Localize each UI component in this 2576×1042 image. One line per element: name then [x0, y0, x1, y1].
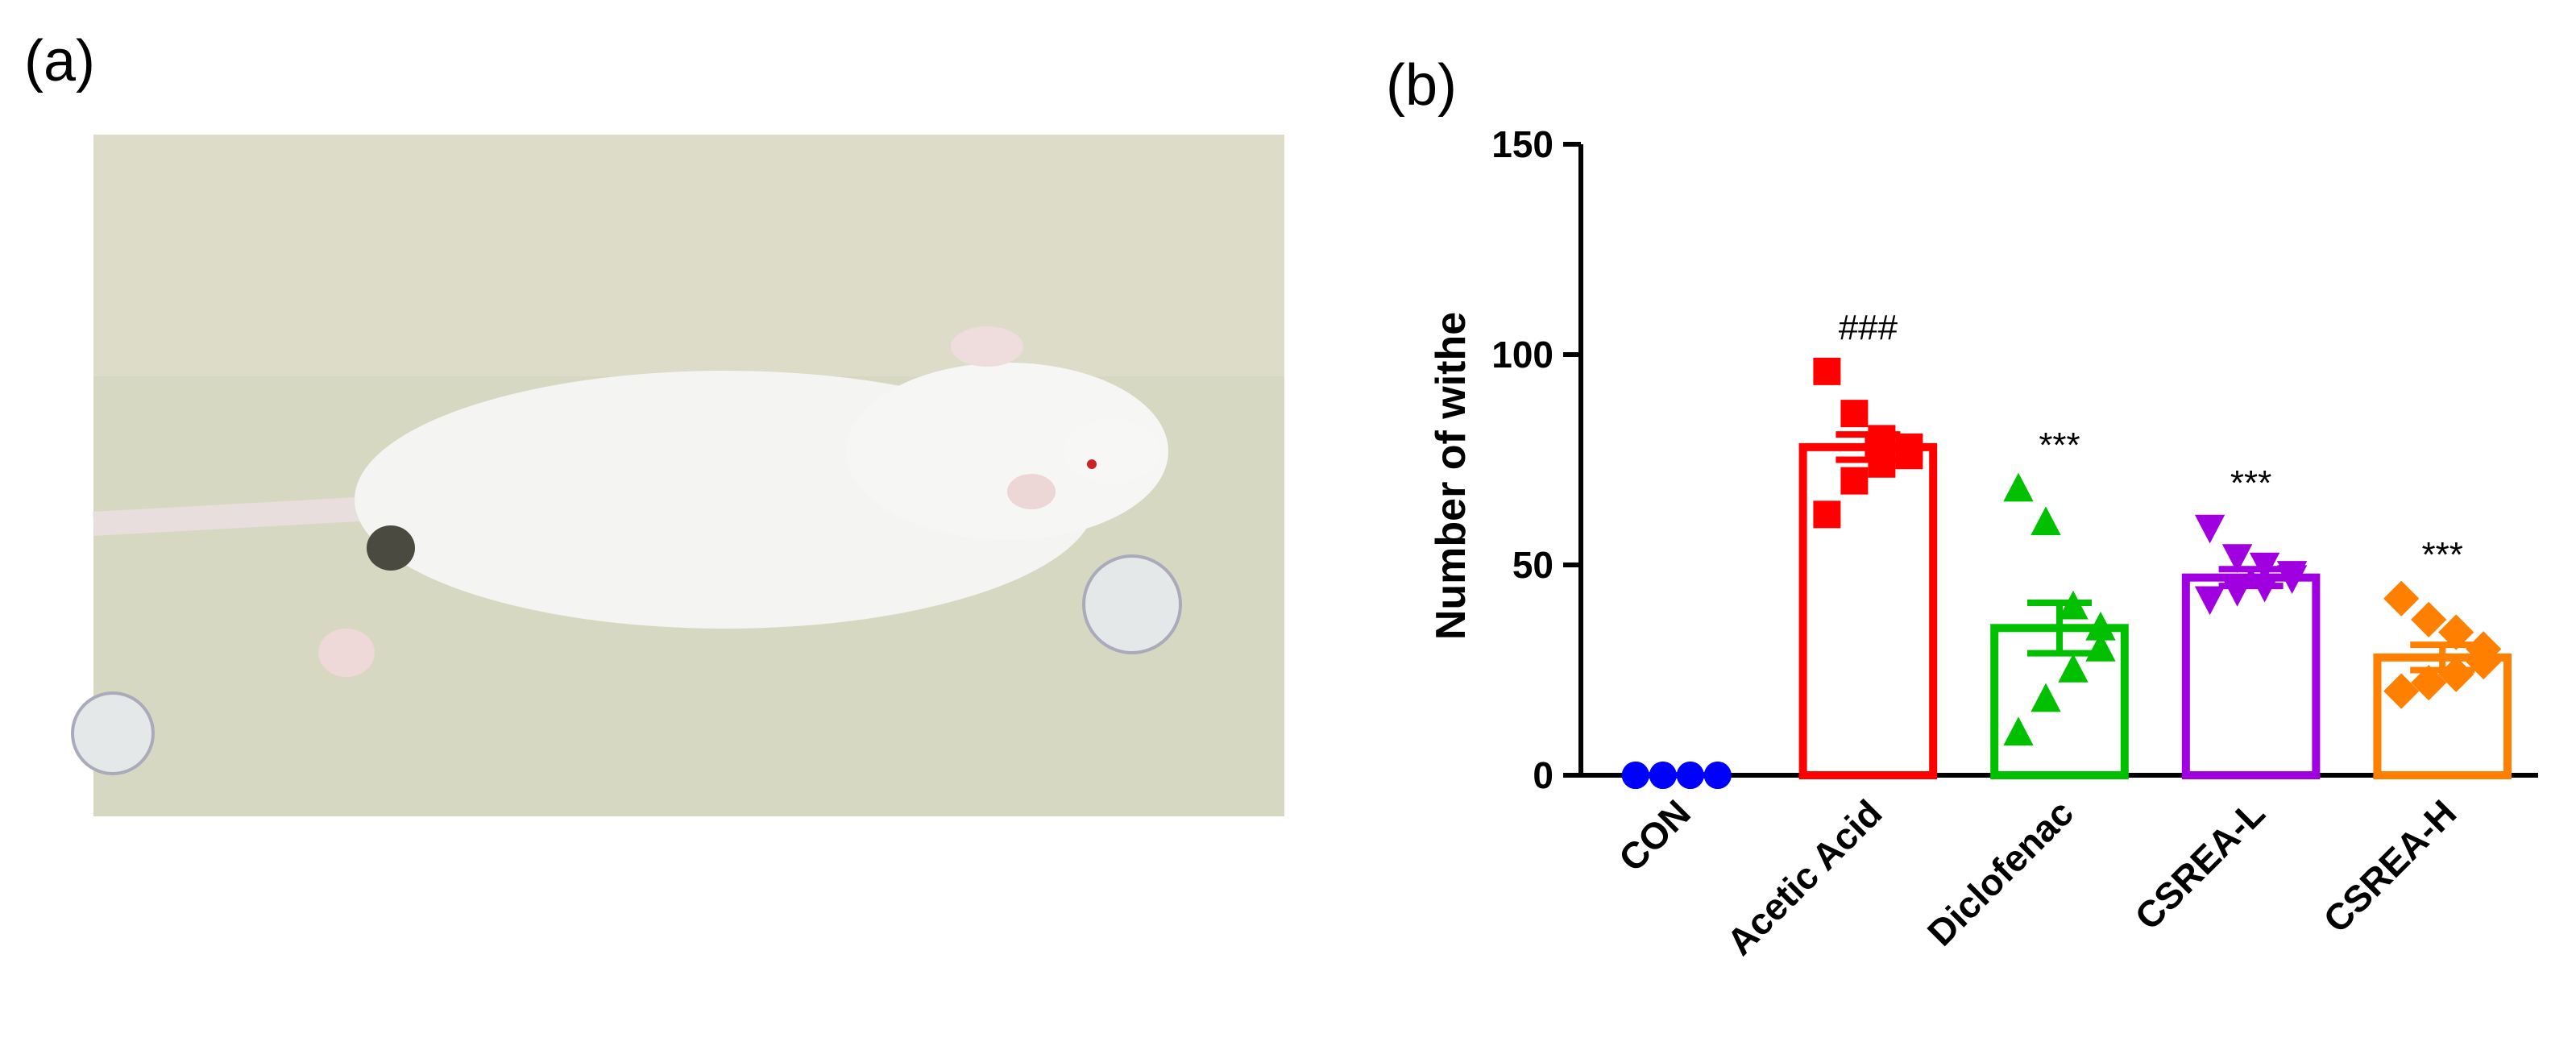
- data-point: [1703, 762, 1732, 789]
- annotation: ###: [1839, 308, 1898, 347]
- annotation: ***: [2422, 535, 2463, 575]
- x-tick-label: CON: [1611, 791, 1699, 879]
- data-point: [2466, 643, 2502, 680]
- x-tick-label: Acetic Acid: [1719, 791, 1890, 963]
- data-point: [2003, 716, 2034, 746]
- bar: [2181, 573, 2321, 779]
- data-point: [2058, 590, 2089, 620]
- data-point: [2194, 514, 2225, 544]
- data-point: [2031, 683, 2061, 712]
- data-point: [2221, 578, 2253, 607]
- x-tick-label: Diclofenac: [1919, 791, 2081, 953]
- data-point: [2411, 665, 2447, 701]
- data-point: [1895, 442, 1923, 470]
- chart: 0 50 100 150 Number of withe CON Acetic Acid Di…: [1428, 123, 2538, 963]
- data-point: [2194, 586, 2225, 616]
- data-point: [2249, 552, 2280, 582]
- data-point: [1621, 762, 1649, 789]
- annotation: ***: [2039, 426, 2080, 465]
- data-point: [2276, 565, 2308, 595]
- panel-label: (a): [24, 29, 95, 93]
- data-point: [2438, 614, 2474, 650]
- data-point: [2383, 673, 2420, 709]
- data-point: [2438, 656, 2474, 692]
- data-point: [1840, 400, 1869, 428]
- y-tick-label: 50: [1512, 544, 1553, 586]
- data-point: [1676, 762, 1704, 789]
- bar: [1798, 442, 1938, 780]
- data-point: [2411, 601, 2447, 637]
- y-tick-label: 100: [1491, 334, 1553, 376]
- data-point: [2085, 611, 2116, 641]
- data-point: [2003, 472, 2034, 502]
- data-point: [2383, 580, 2420, 616]
- data-point: [2058, 654, 2089, 683]
- x-tick-label: CSREA-L: [2126, 791, 2272, 937]
- data-point: [1840, 467, 1869, 495]
- data-point: [2249, 573, 2280, 603]
- y-tick-label: 150: [1491, 123, 1553, 165]
- data-point: [1868, 450, 1896, 478]
- data-point: [1868, 425, 1896, 453]
- y-axis-label: Number of withe: [1428, 312, 1475, 640]
- data-point: [2085, 633, 2116, 662]
- annotation: ***: [2230, 463, 2271, 503]
- x-tick-label: CSREA-H: [2315, 791, 2464, 940]
- photo: [71, 135, 1284, 816]
- data-point: [1813, 500, 1841, 529]
- y-tick-label: 0: [1533, 754, 1553, 796]
- panel-label: (b): [1386, 53, 1457, 118]
- data-point: [1649, 762, 1677, 789]
- error-bar: [2015, 599, 2104, 657]
- data-point: [2221, 544, 2253, 573]
- data-point: [2031, 506, 2061, 536]
- data-point: [1813, 357, 1841, 385]
